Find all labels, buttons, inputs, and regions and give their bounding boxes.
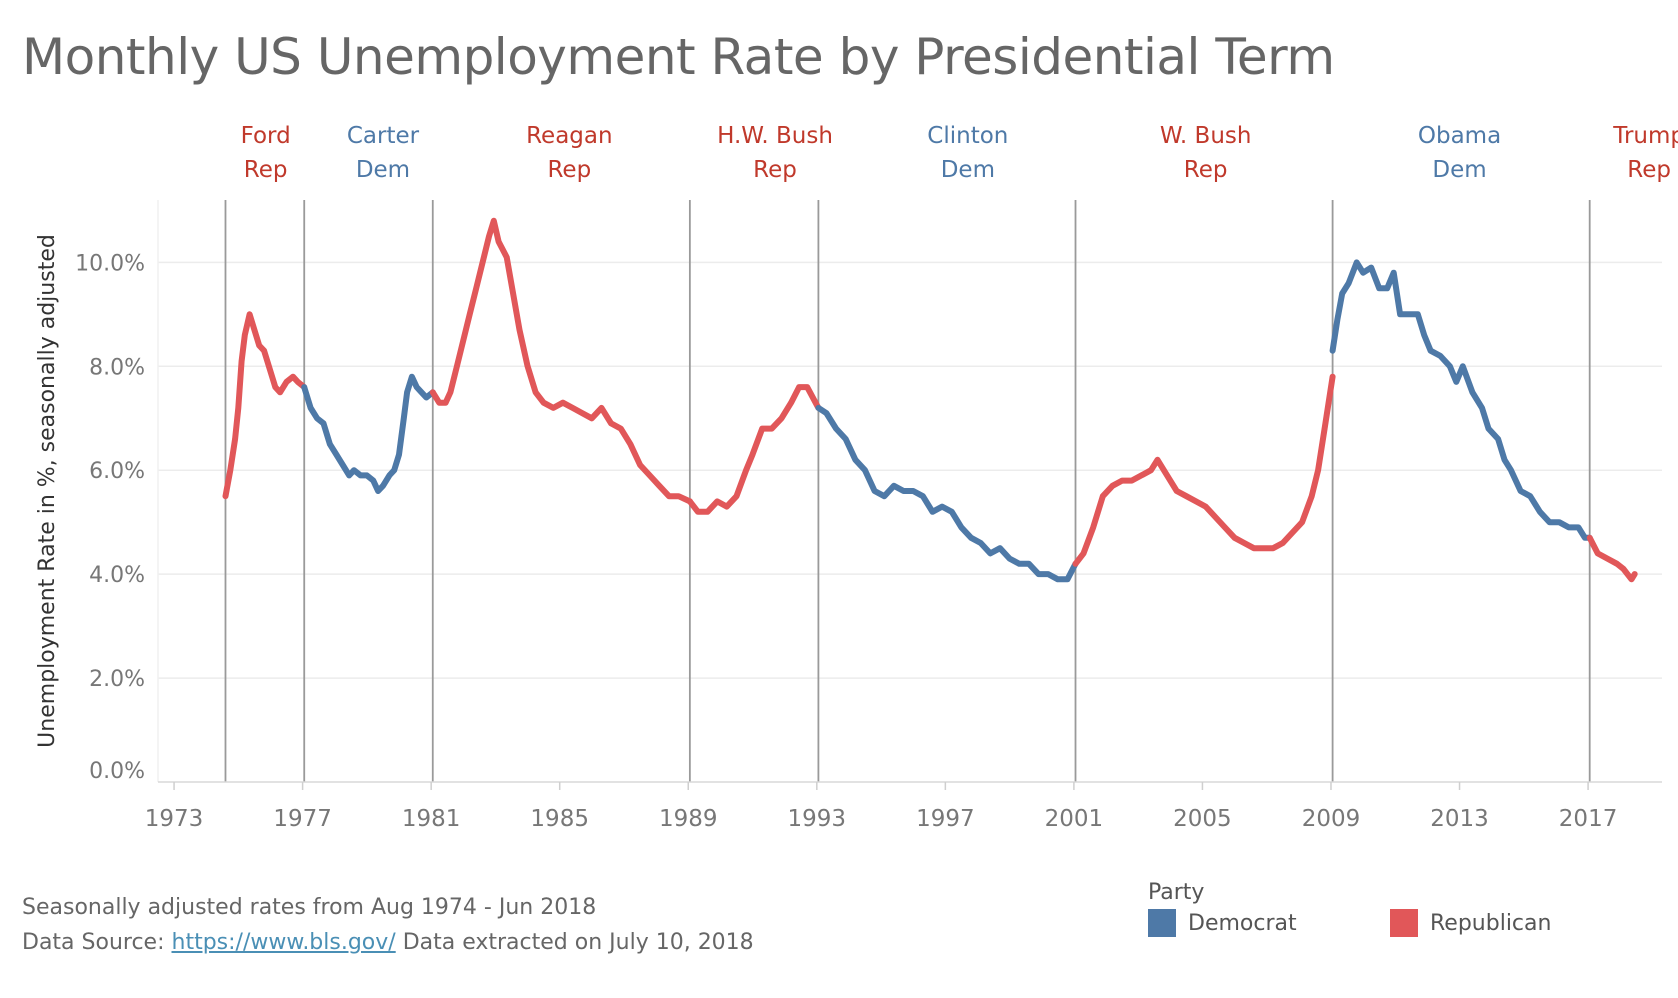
x-tick-label: 1981: [402, 806, 461, 832]
series-line-clinton: [815, 404, 1079, 583]
y-tick-label: 4.0%: [89, 563, 145, 588]
legend-swatch-republican: [1390, 909, 1418, 937]
y-tick-label: 0.0%: [89, 759, 145, 784]
y-tick-label: 2.0%: [89, 667, 145, 692]
x-tick-label: 2005: [1173, 806, 1232, 832]
term-label-party: Dem: [1432, 157, 1486, 183]
legend-swatch-democrat: [1148, 909, 1176, 937]
term-label-party: Rep: [753, 157, 797, 183]
y-tick-label: 8.0%: [89, 355, 145, 380]
legend-item-republican[interactable]: Republican: [1390, 909, 1632, 937]
term-label-president: Carter: [347, 123, 420, 149]
x-tick-label: 1985: [530, 806, 589, 832]
series-line-h-w-bush: [686, 384, 822, 515]
x-tick-label: 2001: [1045, 806, 1104, 832]
x-tick-label: 1977: [273, 806, 332, 832]
term-label-party: Rep: [1627, 157, 1671, 183]
x-tick-label: 1997: [916, 806, 975, 832]
source-link[interactable]: https://www.bls.gov/: [171, 930, 396, 955]
series-line-w-bush: [1072, 373, 1336, 567]
series-layer: [222, 217, 1638, 583]
series-line-reagan: [429, 217, 693, 505]
legend-item-democrat[interactable]: Democrat: [1148, 909, 1390, 937]
x-tick-label: 2013: [1430, 806, 1489, 832]
term-label-party: Dem: [941, 157, 995, 183]
term-label-party: Rep: [547, 157, 591, 183]
x-tick-label: 2017: [1559, 806, 1618, 832]
legend: Party Democrat Republican: [1148, 880, 1632, 937]
chart-plot: 0.0% 2.0% 4.0% 6.0% 8.0% 10.0% 1973 1977 1981 198…: [35, 123, 1678, 832]
term-label-president: Obama: [1418, 123, 1501, 149]
term-label-president: H.W. Bush: [717, 123, 833, 149]
series-line-obama: [1329, 259, 1593, 541]
term-label-party: Rep: [244, 157, 288, 183]
term-label-layer: Ford Rep Carter Dem Reagan Rep H.W. Bush Rep Cli…: [241, 123, 1678, 183]
y-axis-title: Unemployment Rate in %, seasonally adjus…: [35, 234, 60, 748]
term-label-party: Rep: [1184, 157, 1228, 183]
axis-layer: 0.0% 2.0% 4.0% 6.0% 8.0% 10.0% 1973 1977 1981 198…: [35, 234, 1662, 832]
series-line-trump: [1586, 534, 1638, 583]
source-suffix: Data extracted on July 10, 2018: [395, 930, 754, 955]
legend-title: Party: [1148, 880, 1205, 905]
term-label-president: W. Bush: [1160, 123, 1252, 149]
footer-note: Seasonally adjusted rates from Aug 1974 …: [22, 895, 597, 920]
x-tick-label: 2009: [1302, 806, 1361, 832]
term-label-party: Dem: [356, 157, 410, 183]
legend-label-democrat: Democrat: [1188, 910, 1297, 936]
grid-layer: [157, 200, 1662, 782]
series-line-ford: [222, 311, 308, 500]
legend-label-republican: Republican: [1430, 910, 1552, 936]
term-label-president: Clinton: [927, 123, 1008, 149]
source-prefix: Data Source:: [22, 930, 172, 955]
y-tick-label: 6.0%: [89, 459, 145, 484]
footer-source: Data Source: https://www.bls.gov/ Data e…: [22, 925, 754, 960]
term-label-president: Trump: [1612, 123, 1678, 149]
term-label-president: Ford: [241, 123, 291, 149]
x-tick-label: 1993: [788, 806, 847, 832]
chart-title: Monthly US Unemployment Rate by Presiden…: [22, 28, 1335, 86]
footer: Seasonally adjusted rates from Aug 1974 …: [22, 890, 754, 960]
term-label-president: Reagan: [526, 123, 612, 149]
x-tick-label: 1973: [145, 806, 204, 832]
series-line-carter: [301, 373, 436, 494]
term-boundary-layer: [224, 200, 1591, 782]
y-tick-label: 10.0%: [75, 251, 145, 276]
x-tick-label: 1989: [659, 806, 718, 832]
